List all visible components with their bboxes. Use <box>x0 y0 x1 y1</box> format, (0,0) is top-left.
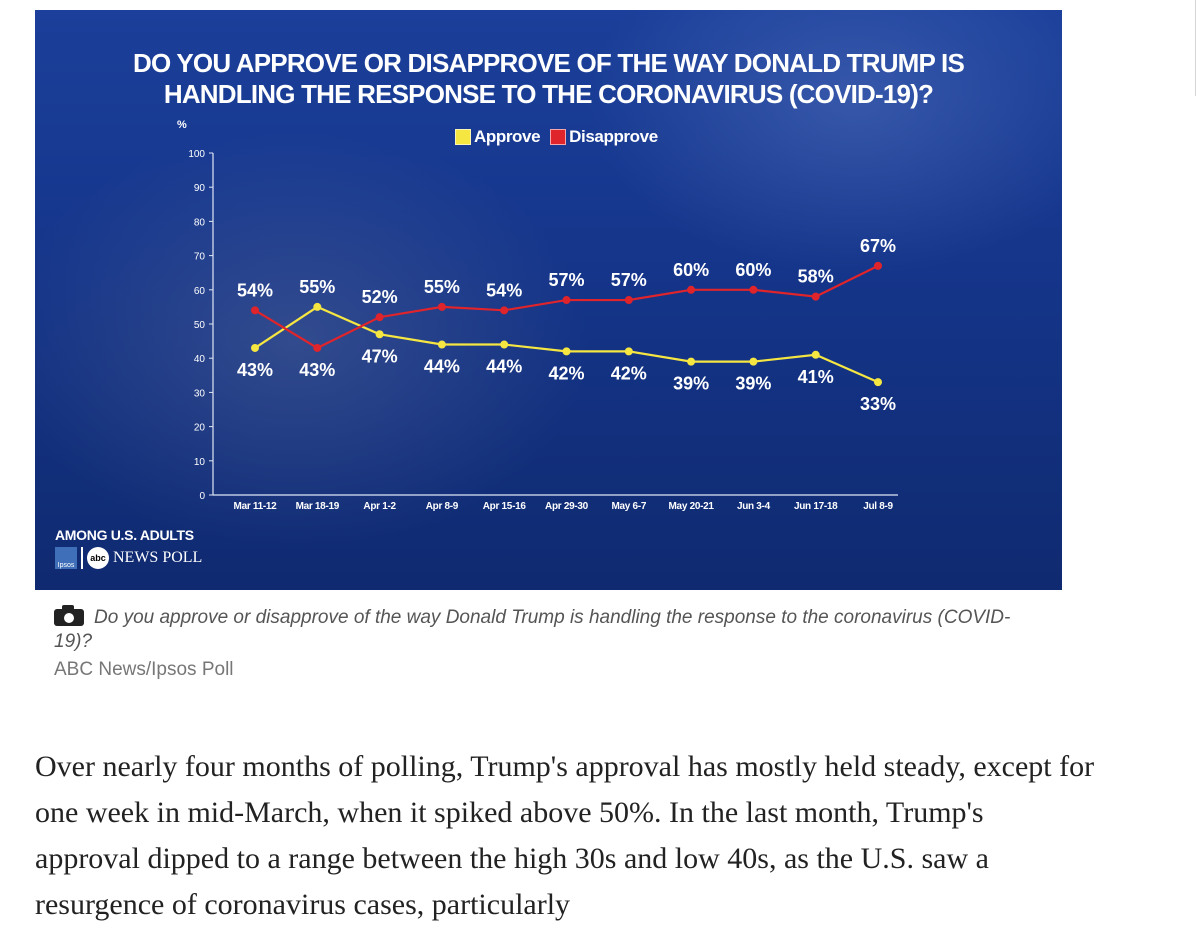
y-tick-label: 40 <box>194 354 206 365</box>
data-point-disapprove <box>687 285 696 294</box>
y-tick-label: 10 <box>194 457 206 468</box>
data-point-disapprove <box>562 296 571 305</box>
poll-logo: Ipsos abc NEWS POLL <box>55 547 202 569</box>
y-tick-label: 100 <box>188 149 205 160</box>
abc-logo: abc <box>87 547 109 569</box>
legend-label-approve: Approve <box>474 127 541 146</box>
data-point-approve <box>437 340 446 349</box>
data-point-approve <box>500 340 509 349</box>
chart-card: 0 10 20 30 40 50 60 70 80 90 100 Mar 11-12 Mar 18-19… <box>35 10 1062 590</box>
data-point-disapprove <box>624 296 633 305</box>
x-tick-label: Mar 18-19 <box>296 501 340 512</box>
data-label-disapprove: 54% <box>486 280 522 300</box>
x-tick-label: Jun 3-4 <box>737 501 771 512</box>
legend-swatch-disapprove <box>550 129 567 145</box>
chart-title: DO YOU APPROVE OR DISAPPROVE OF THE WAY … <box>35 48 1062 110</box>
x-tick-label: May 20-21 <box>669 501 715 512</box>
data-point-disapprove <box>749 285 758 294</box>
y-tick-label: 20 <box>194 423 206 434</box>
data-point-approve <box>874 378 882 387</box>
data-point-disapprove <box>437 302 446 311</box>
x-tick-label: Jun 17-18 <box>794 501 838 512</box>
ipsos-logo: Ipsos <box>55 547 77 569</box>
page-edge-divider <box>1195 0 1196 96</box>
data-point-disapprove <box>500 306 509 315</box>
data-point-disapprove <box>811 292 820 301</box>
data-label-disapprove: 60% <box>735 260 771 280</box>
data-label-approve: 47% <box>362 346 398 366</box>
image-caption: Do you approve or disapprove of the way … <box>54 604 1014 654</box>
data-point-disapprove <box>375 313 384 322</box>
data-point-approve <box>251 343 259 352</box>
data-point-approve <box>313 302 322 311</box>
x-tick-label: Apr 8-9 <box>426 501 459 512</box>
y-tick-label: 50 <box>194 320 206 331</box>
x-tick-label: Apr 15-16 <box>483 501 527 512</box>
data-label-approve: 42% <box>611 363 647 383</box>
x-tick-label: Apr 1-2 <box>363 501 396 512</box>
data-label-disapprove: 54% <box>237 280 273 300</box>
chart-legend: Approve Disapprove <box>455 127 658 147</box>
camera-icon <box>54 604 84 626</box>
data-label-approve: 41% <box>798 367 834 387</box>
logo-divider <box>81 547 83 569</box>
y-tick-label: 90 <box>194 183 206 194</box>
data-label-approve: 39% <box>673 374 709 394</box>
news-poll-label: NEWS POLL <box>113 549 203 566</box>
x-tick-label: Mar 11-12 <box>234 501 278 512</box>
x-tick-label: Apr 29-30 <box>545 501 589 512</box>
data-point-disapprove <box>313 343 322 352</box>
data-point-approve <box>624 347 633 356</box>
data-point-disapprove <box>251 306 259 315</box>
chart-title-line-2: HANDLING THE RESPONSE TO THE CORONAVIRUS… <box>163 79 934 109</box>
data-point-approve <box>562 347 571 356</box>
data-point-approve <box>811 350 820 359</box>
data-label-disapprove: 43% <box>299 360 335 380</box>
y-tick-label: 60 <box>194 286 206 297</box>
chart-title-line-1: DO YOU APPROVE OR DISAPPROVE OF THE WAY … <box>133 48 965 78</box>
data-point-approve <box>375 330 384 339</box>
data-label-approve: 43% <box>237 360 273 380</box>
data-label-approve: 44% <box>486 357 522 377</box>
data-label-disapprove: 52% <box>362 287 398 307</box>
data-label-approve: 44% <box>424 357 460 377</box>
x-tick-label: Jul 8-9 <box>863 501 893 512</box>
y-tick-label: 30 <box>194 388 206 399</box>
data-label-disapprove: 60% <box>673 260 709 280</box>
data-label-approve: 33% <box>860 394 896 414</box>
legend-item-disapprove: Disapprove <box>550 127 658 147</box>
line-chart: 0 10 20 30 40 50 60 70 80 90 100 Mar 11-12 Mar 18-19… <box>188 149 898 512</box>
legend-swatch-approve <box>455 129 471 145</box>
image-credit: ABC News/Ipsos Poll <box>54 659 234 680</box>
data-label-approve: 39% <box>735 374 771 394</box>
data-label-disapprove: 67% <box>860 236 896 256</box>
legend-item-approve: Approve <box>455 127 541 147</box>
data-label-disapprove: 58% <box>798 267 834 287</box>
population-note: AMONG U.S. ADULTS <box>55 527 194 543</box>
data-point-disapprove <box>874 261 882 270</box>
legend-label-disapprove: Disapprove <box>569 127 658 146</box>
y-tick-label: 70 <box>194 252 206 263</box>
y-axis-label: % <box>177 119 187 131</box>
data-point-approve <box>749 357 758 366</box>
data-point-approve <box>687 357 696 366</box>
data-label-approve: 55% <box>299 277 335 297</box>
y-tick-label: 80 <box>194 217 206 228</box>
data-label-disapprove: 57% <box>611 270 647 290</box>
caption-text: Do you approve or disapprove of the way … <box>54 607 1011 652</box>
data-label-disapprove: 57% <box>548 270 584 290</box>
data-label-disapprove: 55% <box>424 277 460 297</box>
article-paragraph: Over nearly four months of polling, Trum… <box>35 750 1095 921</box>
y-tick-label: 0 <box>199 491 205 502</box>
data-label-approve: 42% <box>548 363 584 383</box>
x-tick-label: May 6-7 <box>612 501 647 512</box>
